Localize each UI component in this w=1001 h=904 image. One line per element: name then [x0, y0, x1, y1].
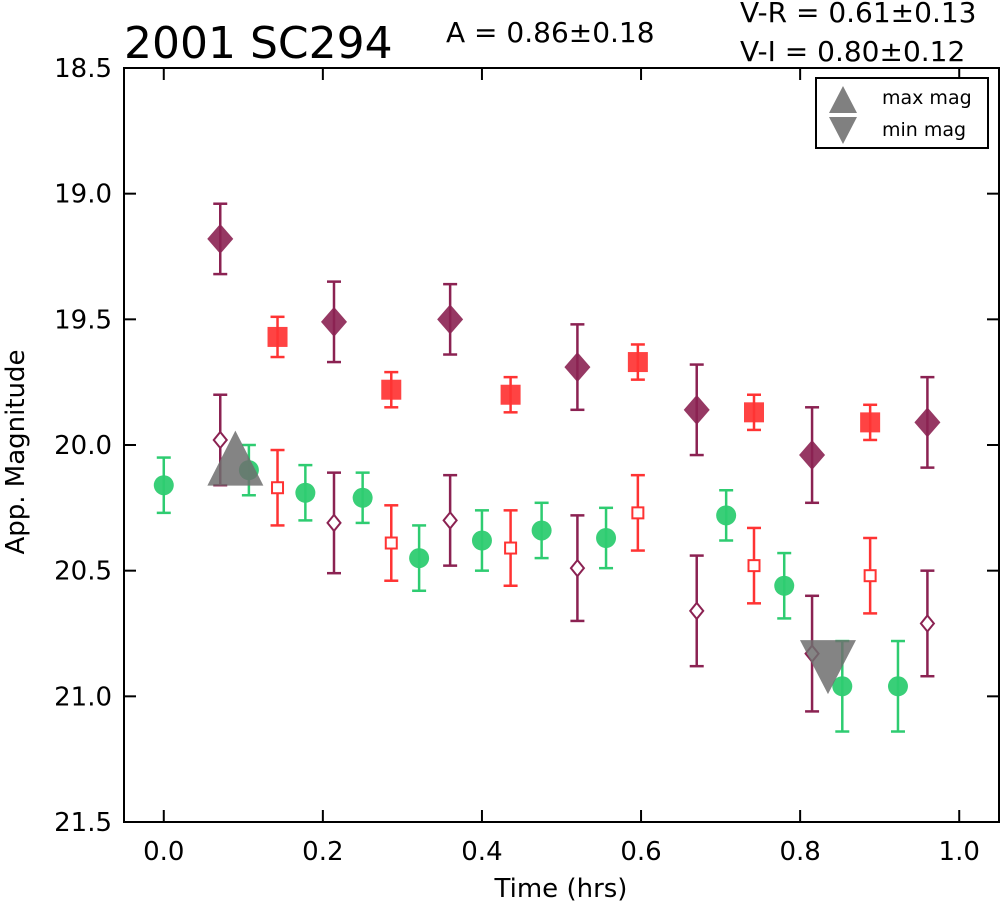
y-tick-label: 18.5 — [54, 54, 112, 84]
circle-filled-point — [887, 676, 908, 697]
diamond-filled-point — [207, 223, 234, 254]
diamond-filled-point — [683, 394, 710, 425]
circle-filled-point — [352, 487, 373, 508]
square-open-point — [863, 569, 877, 583]
circle-filled-point — [471, 530, 492, 551]
circle-filled-point — [716, 505, 737, 526]
diamond-open-point — [569, 558, 586, 578]
diamond-filled-point — [564, 352, 591, 383]
color-index-vi: V-I = 0.80±0.12 — [740, 35, 965, 68]
diamond-open-point — [919, 613, 936, 634]
x-tick-label: 0.4 — [461, 837, 502, 867]
square-filled-point — [500, 384, 521, 405]
y-axis: 18.5 19.0 19.5 20.0 20.5 21.0 21.5 — [54, 54, 999, 838]
square-filled-point — [627, 352, 648, 373]
x-tick-label: 1.0 — [939, 837, 980, 867]
square-filled-point — [860, 412, 881, 433]
max-mag-marker — [207, 430, 264, 486]
color-index-vr: V-R = 0.61±0.13 — [740, 0, 976, 29]
x-tick-label: 0.2 — [302, 837, 343, 867]
square-filled-point — [267, 326, 288, 347]
diamond-open-point — [212, 430, 229, 450]
circle-filled-point — [596, 527, 617, 548]
circle-filled-point — [295, 482, 316, 503]
square-open-point — [747, 559, 761, 573]
chart-title: 2001 SC294 — [124, 18, 393, 69]
y-tick-label: 21.0 — [54, 682, 112, 712]
square-open-point — [504, 541, 518, 555]
plot-area — [153, 202, 941, 733]
amplitude-label: A = 0.86±0.18 — [446, 16, 655, 49]
x-axis: 0.0 0.2 0.4 0.6 0.8 1.0 — [143, 68, 980, 867]
y-axis-label: App. Magnitude — [1, 349, 31, 554]
x-tick-label: 0.8 — [779, 837, 820, 867]
x-tick-label: 0.6 — [620, 837, 661, 867]
y-tick-label: 19.0 — [54, 180, 112, 210]
y-tick-label: 21.5 — [54, 808, 112, 838]
max-mag-legend-icon — [829, 86, 857, 113]
y-tick-label: 19.5 — [54, 305, 112, 335]
diamond-open-point — [688, 601, 705, 621]
circle-filled-point — [531, 520, 552, 541]
diamond-filled-point — [799, 440, 826, 471]
square-open-point — [631, 506, 645, 520]
legend: max mag min mag — [815, 77, 989, 149]
x-tick-label: 0.0 — [143, 837, 184, 867]
diamond-filled-point — [914, 407, 941, 438]
circle-filled-point — [409, 548, 430, 569]
min-mag-legend-icon — [829, 117, 857, 144]
diamond-filled-point — [437, 304, 464, 335]
circle-filled-point — [832, 676, 853, 697]
min-mag-marker — [799, 640, 856, 695]
circle-filled-point — [774, 575, 795, 596]
circle-filled-point — [153, 475, 174, 496]
square-filled-point — [744, 402, 764, 423]
square-filled-point — [381, 379, 402, 400]
square-open-point — [384, 536, 398, 550]
square-open-point — [271, 481, 285, 495]
diamond-open-point — [442, 510, 458, 530]
diamond-filled-point — [321, 306, 347, 337]
legend-min-label: min mag — [882, 119, 966, 141]
y-tick-label: 20.0 — [54, 431, 112, 461]
diamond-open-point — [326, 513, 342, 533]
legend-max-label: max mag — [882, 87, 972, 109]
y-tick-label: 20.5 — [54, 557, 112, 587]
x-axis-label: Time (hrs) — [494, 874, 628, 904]
